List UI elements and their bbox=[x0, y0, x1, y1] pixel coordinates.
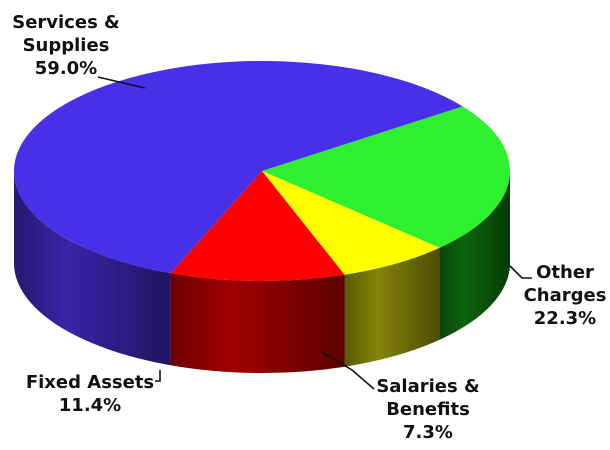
slice-name-label: Services & bbox=[12, 12, 120, 33]
pie-tops bbox=[13, 60, 511, 281]
pie-side-shade bbox=[439, 171, 510, 340]
slice-value-label: 7.3% bbox=[403, 422, 453, 443]
leader-line-other-charges bbox=[509, 265, 532, 279]
slice-name-label: Salaries & bbox=[376, 376, 479, 397]
pie-side-shade bbox=[170, 273, 345, 373]
leader-line-salaries-benefits bbox=[321, 351, 375, 390]
pie-slice-salaries-benefits bbox=[262, 171, 440, 275]
slice-value-label: 11.4% bbox=[59, 395, 121, 416]
leader-line-services-supplies bbox=[97, 76, 146, 89]
pie-slice-services-supplies bbox=[13, 60, 463, 274]
slice-name-label: Supplies bbox=[23, 35, 110, 56]
slice-label-fixed-assets: Fixed Assets 11.4% bbox=[26, 372, 154, 416]
slice-label-salaries-benefits: Salaries & Benefits 7.3% bbox=[376, 376, 479, 443]
slice-value-label: 59.0% bbox=[35, 58, 97, 79]
slice-name-label: Benefits bbox=[386, 399, 470, 420]
slice-label-other-charges: Other Charges 22.3% bbox=[524, 262, 607, 329]
pie-sides bbox=[14, 171, 510, 373]
pie-side-shade bbox=[14, 171, 171, 366]
slice-name-label: Other bbox=[536, 262, 594, 283]
leader-line-fixed-assets bbox=[155, 370, 161, 382]
leader-lines bbox=[97, 76, 532, 390]
slice-value-label: 22.3% bbox=[534, 308, 596, 329]
pie-side-shade bbox=[344, 247, 440, 367]
slice-name-label: Fixed Assets bbox=[26, 372, 154, 393]
slice-name-label: Charges bbox=[524, 285, 607, 306]
slice-label-services-supplies: Services & Supplies 59.0% bbox=[12, 12, 120, 79]
pie-slice-other-charges bbox=[262, 106, 511, 248]
pie-slice-fixed-assets bbox=[170, 171, 345, 281]
slice-labels: Services & Supplies 59.0% Other Charges 22.3%… bbox=[12, 12, 606, 443]
